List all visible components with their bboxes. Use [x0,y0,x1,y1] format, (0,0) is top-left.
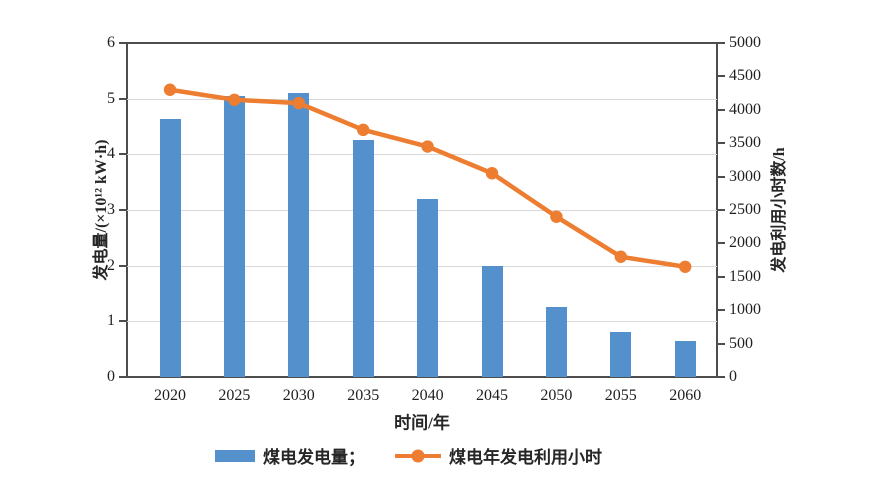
left-tick-label: 5 [107,89,115,107]
x-axis-title: 时间/年 [394,413,450,433]
left-tick-label: 0 [107,368,115,385]
line-dot-icon [395,449,441,462]
right-tick-label: 5000 [729,34,761,51]
x-tick-label-2035: 2035 [347,387,380,404]
right-tick [718,309,725,312]
x-tick-label-2060: 2060 [669,387,702,404]
bar-2030 [288,93,310,377]
left-tick [119,153,126,156]
x-tick-label-2045: 2045 [476,387,508,404]
bar-2020 [159,119,181,377]
left-tick [119,209,126,211]
bar-2025 [223,95,245,377]
left-tick-label: 6 [107,34,115,51]
right-tick-label: 3000 [729,167,761,185]
right-tick [718,342,725,345]
right-tick-label: 1500 [729,267,761,285]
right-tick-label: 2000 [729,234,761,252]
line-dot [411,449,425,462]
right-tick [718,242,725,245]
left-tick-label: 1 [107,312,115,330]
bar-swatch-icon [215,449,255,462]
left-tick [119,320,126,323]
legend-item-utilization-hours: 煤电年发电利用小时 [395,443,602,468]
left-tick [119,264,126,267]
x-tick-label-2030: 2030 [282,387,315,404]
right-tick [718,108,725,111]
bar-2055 [610,332,632,377]
line-point-2060 [679,260,692,273]
right-tick [718,42,725,44]
line-point-2025 [228,93,241,106]
right-tick [718,175,725,178]
right-tick [718,209,725,211]
line-point-2040 [421,140,434,153]
line-series [163,83,692,273]
line-point-2050 [550,210,563,223]
left-axis-title: 发电量/(×10¹² kW·h) [93,139,110,281]
right-tick [718,376,725,378]
x-tick-label-2050: 2050 [540,387,573,404]
x-tick-label-2025: 2025 [218,387,251,404]
right-tick-label: 500 [729,334,753,352]
right-tick [718,75,725,78]
plot-area [126,42,718,378]
line-point-2035 [357,123,370,137]
left-tick [119,376,126,378]
left-tick [119,42,126,44]
line-point-2020 [163,83,177,96]
line-point-2045 [485,167,499,180]
x-tick-label-2055: 2055 [604,387,637,404]
line-path [169,87,686,270]
right-tick-label: 3500 [729,134,761,152]
right-tick [718,275,725,278]
right-tick [718,142,725,145]
left-tick-label: 2 [107,256,115,274]
left-tick-label: 3 [107,201,115,218]
line-point-2030 [292,96,305,110]
legend-label-coal-generation: 煤电发电量； [263,448,365,467]
left-tick [119,97,126,100]
gridline [127,154,717,156]
bar-2040 [417,198,439,377]
right-axis-title: 发电利用小时数/h [771,147,788,273]
line-point-2055 [614,250,627,263]
gridline [127,98,717,100]
legend-label-utilization-hours: 煤电年发电利用小时 [449,448,602,467]
legend-item-coal-generation: 煤电发电量； [215,443,365,468]
left-tick-label: 4 [107,145,115,163]
bar-2050 [545,307,567,377]
right-tick-label: 1000 [729,301,761,319]
legend: 煤电发电量； 煤电年发电利用小时 [0,443,817,468]
x-tick-label-2020: 2020 [154,387,186,404]
bar-2035 [352,140,374,377]
right-tick-label: 0 [729,368,737,385]
x-tick-label-2040: 2040 [411,387,444,404]
right-tick-label: 2500 [729,201,761,218]
right-tick-label: 4500 [729,67,761,85]
right-tick-label: 4000 [729,100,761,118]
bar-2060 [674,340,696,377]
bar-2045 [481,265,503,377]
